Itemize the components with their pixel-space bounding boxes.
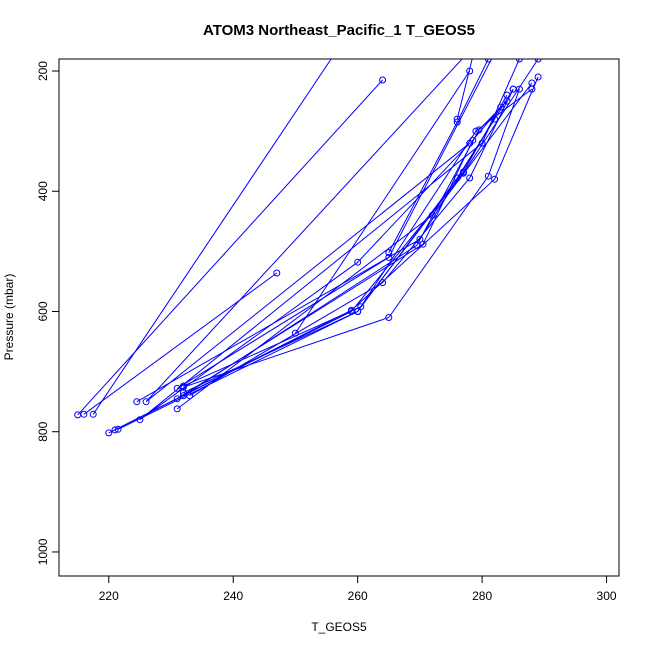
- y-tick-label: 400: [36, 181, 50, 201]
- data-point: [179, 389, 187, 397]
- series-line-11: [114, 76, 539, 431]
- data-point: [354, 308, 362, 315]
- data-point: [179, 392, 187, 400]
- series-line-6: [294, 70, 471, 334]
- y-tick-label: 200: [36, 61, 50, 81]
- data-point: [173, 395, 181, 403]
- data-point: [469, 136, 477, 144]
- data-point: [142, 398, 150, 406]
- y-axis: 200 400 600 800 1000: [36, 61, 60, 565]
- x-tick-label: 260: [348, 589, 368, 603]
- series-line-18: [183, 118, 496, 394]
- data-point: [503, 97, 511, 105]
- data-point: [385, 253, 393, 261]
- data-point: [354, 258, 362, 266]
- data-point: [515, 59, 523, 63]
- series-line-12: [117, 88, 533, 430]
- data-layer: [74, 41, 542, 437]
- data-point: [347, 306, 355, 314]
- y-tick-label: 800: [36, 421, 50, 441]
- data-point: [484, 172, 492, 180]
- series-line-16: [183, 100, 508, 397]
- data-point: [419, 240, 427, 248]
- data-point: [133, 398, 141, 406]
- data-point: [528, 85, 536, 93]
- data-point: [509, 85, 517, 93]
- data-point: [273, 269, 281, 277]
- x-tick-label: 240: [223, 589, 243, 603]
- series-line-14: [189, 88, 514, 397]
- data-point: [491, 175, 499, 183]
- data-point: [385, 314, 393, 321]
- series-line-4: [139, 59, 520, 421]
- series-line-10: [108, 59, 539, 434]
- chart-title: ATOM3 Northeast_Pacific_1 T_GEOS5: [203, 22, 475, 39]
- y-axis-label: Pressure (mbar): [2, 274, 16, 361]
- series-line-5: [388, 59, 489, 253]
- data-point: [534, 59, 542, 63]
- x-tick-label: 280: [472, 589, 492, 603]
- data-point: [466, 174, 474, 182]
- series-line-8: [136, 88, 514, 403]
- data-point: [416, 235, 424, 243]
- data-point: [179, 382, 187, 390]
- x-axis: 220 240 260 280 300: [99, 575, 617, 603]
- data-point: [114, 425, 122, 433]
- data-point: [484, 59, 492, 63]
- x-axis-label: T_GEOS5: [311, 620, 367, 634]
- series-line-17: [176, 106, 502, 400]
- data-point: [492, 50, 498, 56]
- data-point: [357, 303, 365, 311]
- series-line-1: [83, 272, 278, 415]
- series-line-7: [176, 59, 493, 389]
- data-point: [497, 103, 505, 111]
- series-line-3: [77, 79, 383, 416]
- data-point: [89, 410, 97, 418]
- data-point: [173, 405, 181, 413]
- data-point: [111, 426, 119, 434]
- data-point: [105, 429, 113, 437]
- series-line-13: [183, 88, 520, 388]
- y-tick-label: 1000: [36, 538, 50, 565]
- data-point: [379, 76, 387, 84]
- x-tick-label: 220: [99, 589, 119, 603]
- data-point: [473, 41, 479, 47]
- data-point: [491, 115, 499, 123]
- data-point: [466, 67, 474, 75]
- x-tick-label: 300: [597, 589, 617, 603]
- y-tick-label: 600: [36, 301, 50, 321]
- data-point: [453, 174, 461, 182]
- series-line-15: [183, 94, 508, 387]
- data-point: [74, 411, 82, 419]
- data-point: [534, 73, 542, 81]
